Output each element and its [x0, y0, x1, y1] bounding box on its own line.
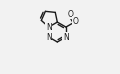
Text: O: O [73, 17, 78, 26]
Text: O: O [67, 10, 73, 19]
Text: N: N [46, 23, 52, 32]
Text: N: N [63, 32, 69, 42]
Text: N: N [46, 32, 52, 42]
